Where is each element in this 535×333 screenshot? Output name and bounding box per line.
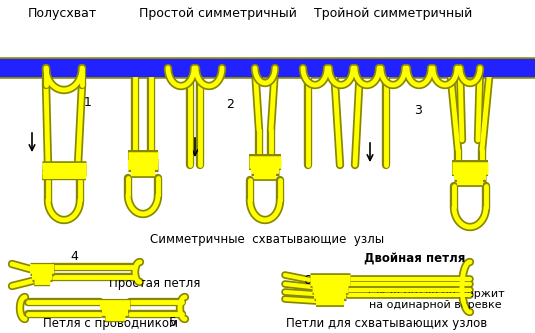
Text: Полусхват: Полусхват [27,8,97,21]
Text: 2: 2 [226,99,234,112]
Text: Простой симметричный: Простой симметричный [139,8,297,21]
Text: Простая петля: Простая петля [109,277,201,290]
Text: 4: 4 [70,249,78,262]
Text: Тройной симметричный: Тройной симметричный [314,8,472,21]
Text: Такая петля не держит: Такая петля не держит [366,289,505,299]
Text: Петля с проводником: Петля с проводником [43,316,178,329]
Text: 3: 3 [414,104,422,117]
Text: 5: 5 [169,316,177,329]
Text: на одинарной веревке: на одинарной веревке [369,300,501,310]
Text: 1: 1 [84,97,92,110]
Text: Петли для схватывающих узлов: Петли для схватывающих узлов [286,316,487,329]
Text: Двойная петля: Двойная петля [364,251,465,264]
Text: Симметричные  схватывающие  узлы: Симметричные схватывающие узлы [150,233,384,246]
Text: 6: 6 [303,273,311,286]
